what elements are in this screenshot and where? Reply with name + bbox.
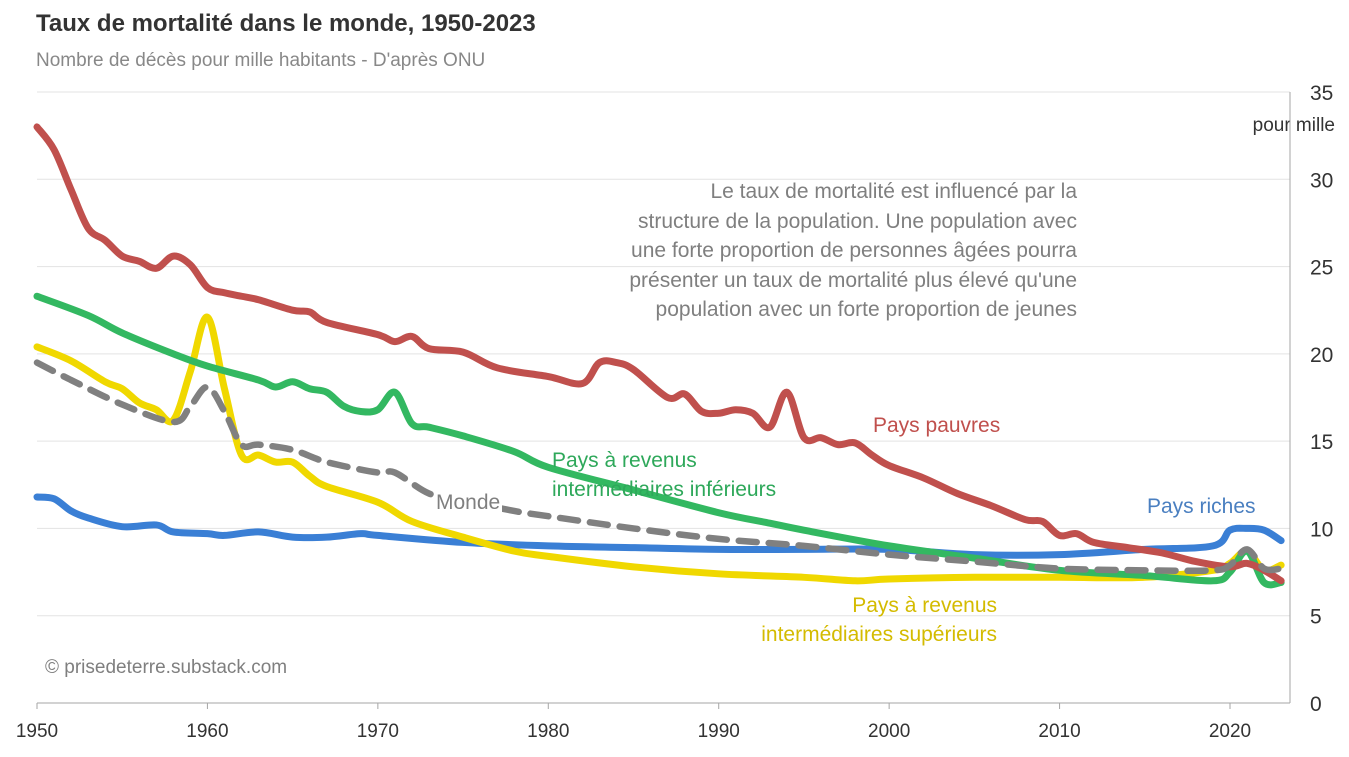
x-tick-label: 1950 <box>16 721 58 742</box>
label-line: intermédiaires supérieurs <box>761 623 997 646</box>
series-line-pays-pauvres <box>33 123 1285 585</box>
label-pays-riches: Pays riches <box>1147 495 1256 518</box>
y-tick-label: 20 <box>1310 344 1333 367</box>
annotation-note: Le taux de mortalité est influencé par l… <box>629 177 1077 325</box>
annotation-line: structure de la population. Une populati… <box>638 209 1077 233</box>
y-tick-label: 25 <box>1310 257 1333 280</box>
label-revenus-superieurs: Pays à revenus intermédiaires supérieurs <box>761 591 997 649</box>
x-tick-label: 1980 <box>527 721 569 742</box>
annotation-line: présenter un taux de mortalité plus élev… <box>629 268 1077 292</box>
label-line: Pays à revenus <box>552 449 697 472</box>
x-tick-label: 2020 <box>1209 721 1251 742</box>
y-tick-label: 0 <box>1310 693 1322 716</box>
x-tick-label: 2010 <box>1038 721 1080 742</box>
series-line-monde <box>33 359 1285 575</box>
label-monde: Monde <box>434 488 503 517</box>
x-tick-label: 2000 <box>868 721 910 742</box>
y-axis-unit: pour mille <box>1253 115 1335 136</box>
y-tick-label: 35 <box>1310 82 1333 105</box>
y-tick-label: 30 <box>1310 169 1333 192</box>
series-line-pays-riches <box>33 493 1285 559</box>
label-pays-pauvres: Pays pauvres <box>873 414 1001 437</box>
label-revenus-inferieurs: Pays à revenus intermédiaires inférieurs <box>552 446 776 504</box>
annotation-line: une forte proportion de personnes âgées … <box>631 239 1077 262</box>
annotation-line: Le taux de mortalité est influencé par l… <box>710 180 1077 203</box>
chart-title: Taux de mortalité dans le monde, 1950-20… <box>36 10 536 37</box>
credit-text: © prisedeterre.substack.com <box>45 657 288 678</box>
series-line-pays-revenus-interm-diaires-inf-rieurs <box>33 292 1285 589</box>
chart-subtitle: Nombre de décès pour mille habitants - D… <box>36 50 486 71</box>
label-line: Pays à revenus <box>852 594 997 617</box>
x-tick-label: 1970 <box>357 721 399 742</box>
label-line: intermédiaires inférieurs <box>552 478 777 501</box>
series-line-pays-revenus-interm-diaires-sup-rieurs <box>33 313 1285 585</box>
y-tick-label: 10 <box>1310 518 1333 541</box>
x-tick-label: 1990 <box>698 721 740 742</box>
annotation-line: population avec un forte proportion de j… <box>655 298 1077 321</box>
x-tick-label: 1960 <box>186 721 228 742</box>
y-tick-label: 15 <box>1310 431 1333 454</box>
y-tick-label: 5 <box>1310 606 1322 629</box>
